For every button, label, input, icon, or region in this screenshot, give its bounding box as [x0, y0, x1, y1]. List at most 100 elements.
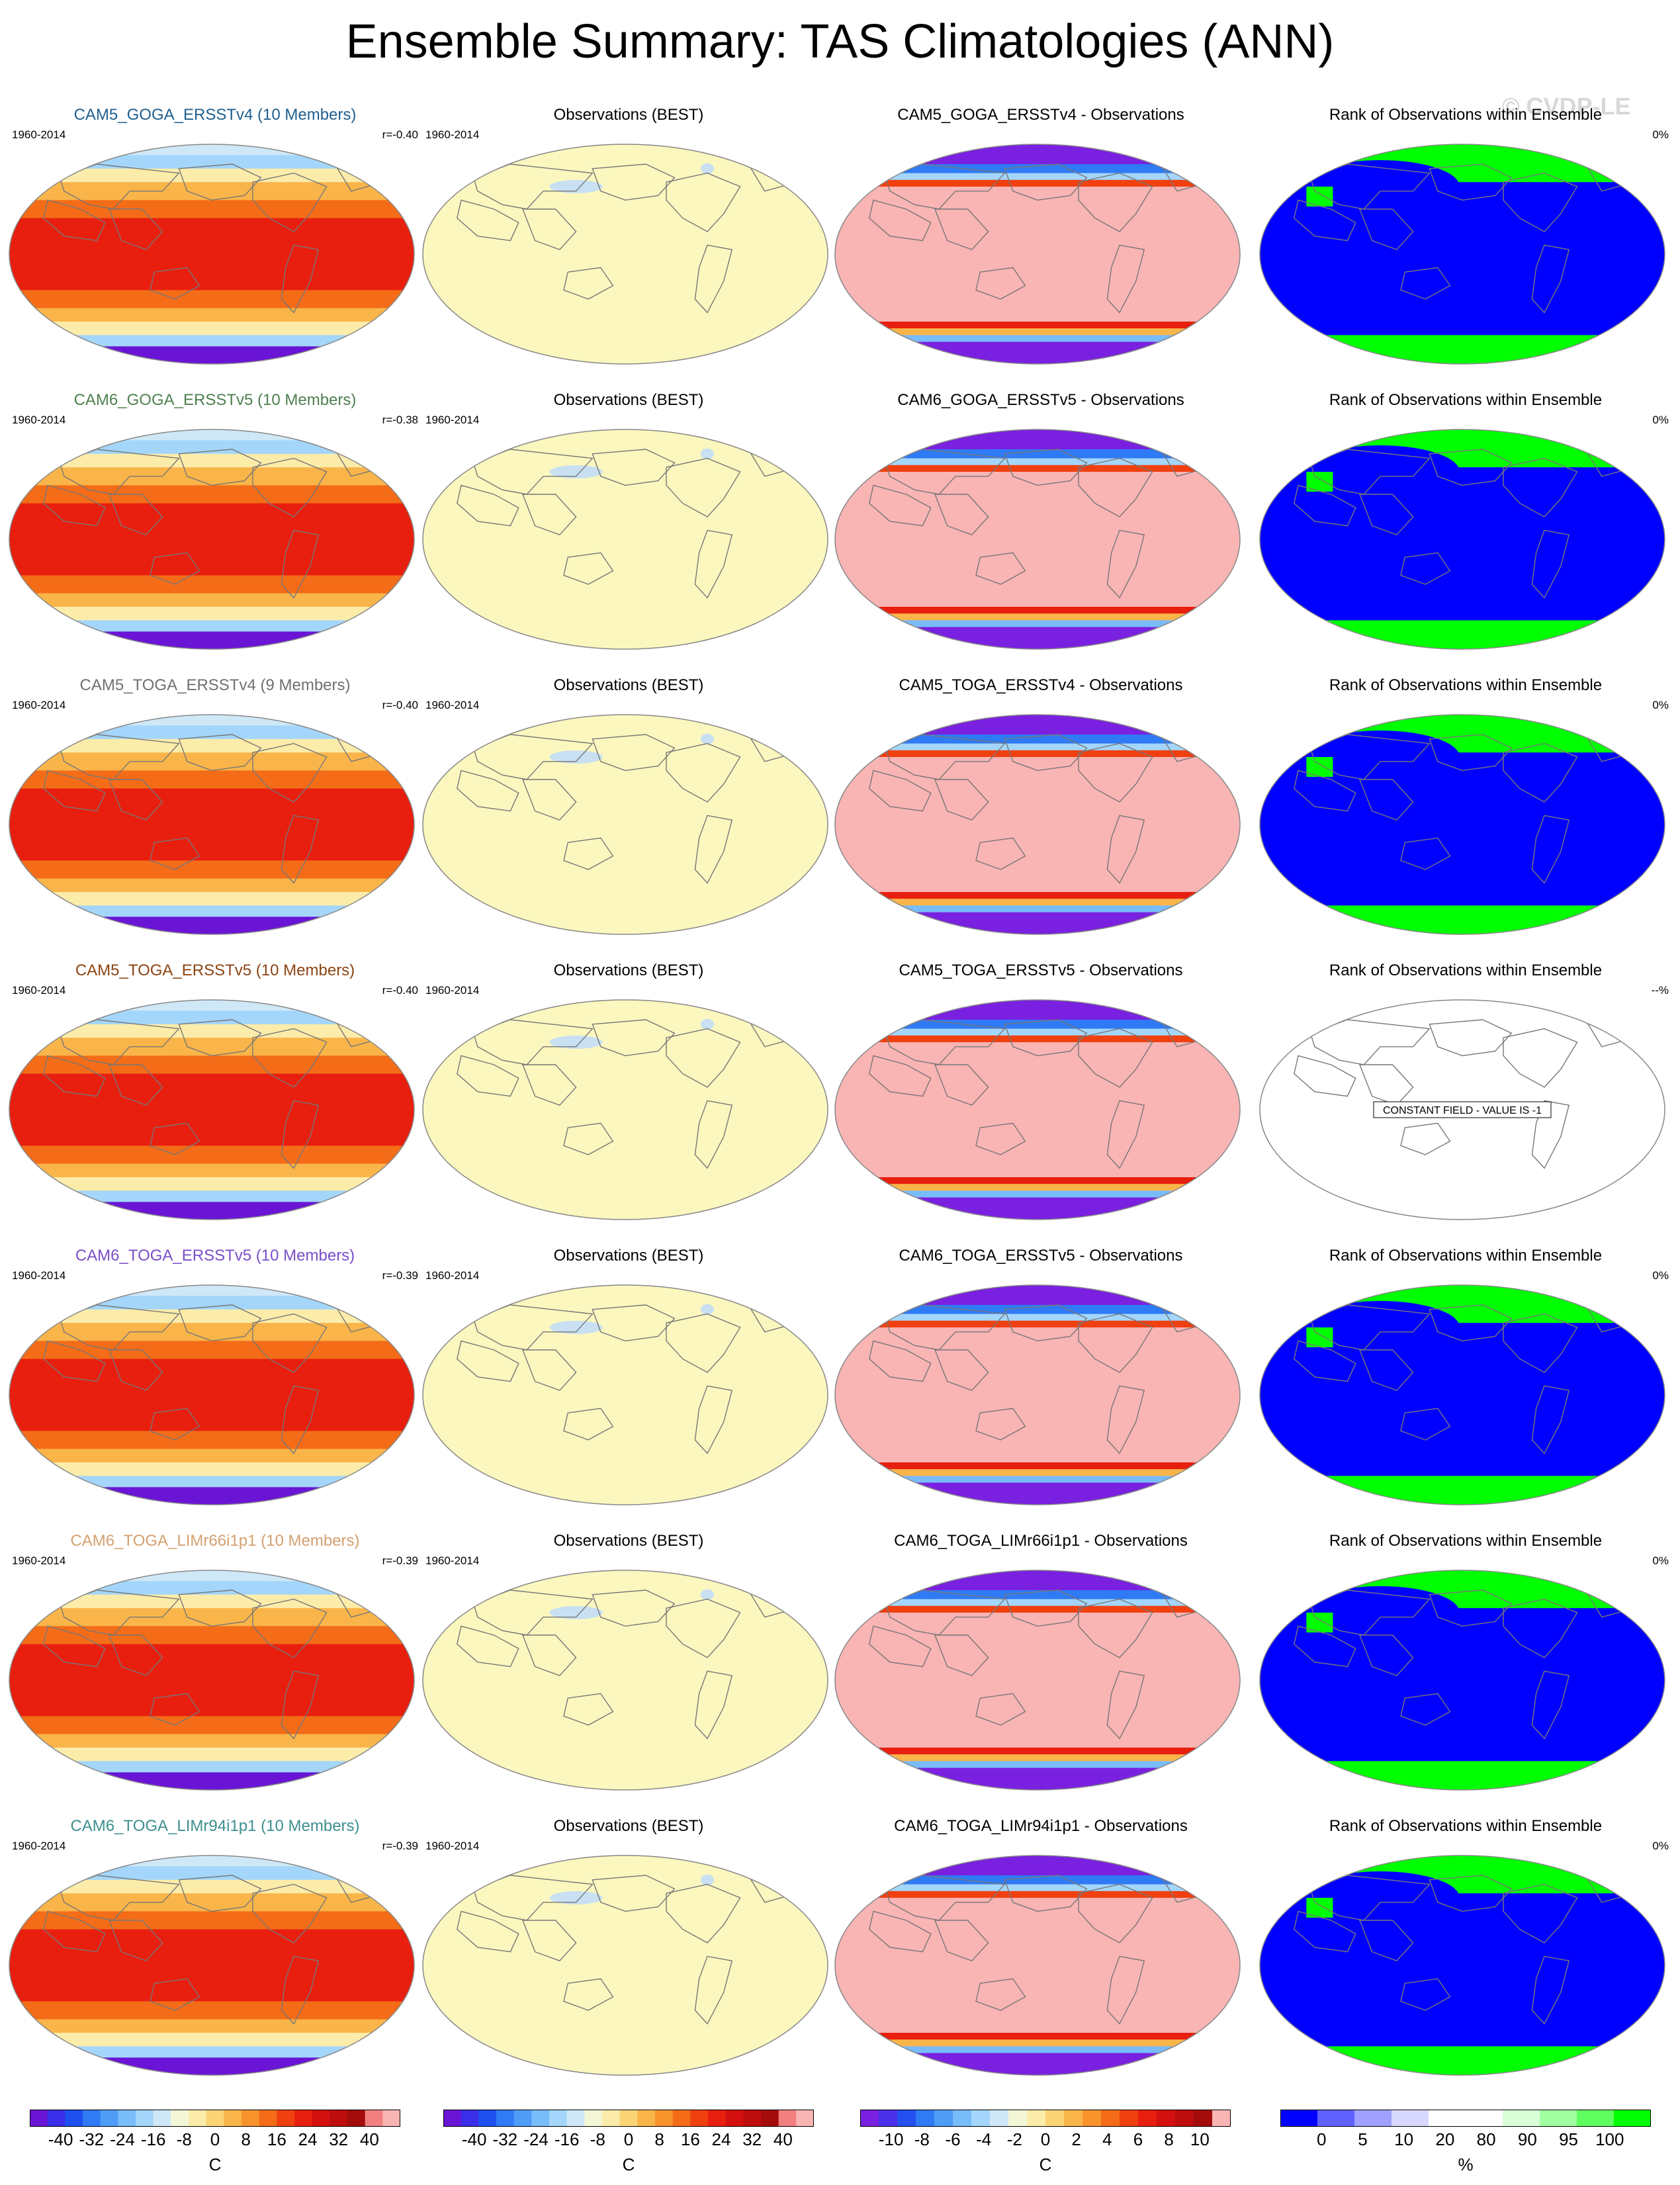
map-band: [1260, 1476, 1665, 1505]
map-band: [9, 2019, 414, 2033]
map-band: [9, 788, 414, 862]
rank-map: [1259, 1284, 1665, 1505]
map-band: [9, 725, 414, 740]
map-outline: [1259, 1855, 1665, 2076]
coastline: [975, 267, 1026, 300]
colorbar-swatch: [1212, 2110, 1231, 2127]
colorbar-swatch: [637, 2110, 656, 2127]
obs-map: [422, 999, 828, 1220]
coastline: [869, 484, 932, 527]
colorbar-unit: C: [622, 2155, 635, 2174]
colorbar-swatch: [206, 2110, 224, 2127]
rank-percent: 0%: [1652, 414, 1669, 426]
obs-patch: [701, 448, 714, 459]
period-label: 1960-2014: [425, 1840, 480, 1852]
coastline: [934, 1634, 989, 1677]
map-band: [835, 1320, 1240, 1328]
coastline: [108, 1920, 163, 1962]
coastline: [281, 1670, 320, 1740]
colorbar-tick-label: 16: [267, 2129, 287, 2149]
coastline: [457, 199, 519, 242]
coastline: [1106, 1955, 1145, 2025]
map-band: [835, 905, 1240, 913]
colorbar-tick-label: -10: [878, 2129, 904, 2149]
colorbar-swatch: [1614, 2110, 1651, 2127]
colorbar-swatch: [860, 2110, 879, 2127]
colorbar-swatch: [971, 2110, 991, 2127]
coastline: [694, 529, 733, 599]
colorbar-swatch: [153, 2110, 171, 2127]
colorbar-swatch: [531, 2110, 550, 2127]
coastline: [472, 1875, 594, 1921]
coastline: [1309, 1589, 1431, 1636]
map-band: [835, 613, 1240, 621]
map-band: [835, 1761, 1240, 1769]
colorbar-swatch: [189, 2110, 207, 2127]
map-band: [9, 1024, 414, 1039]
rank-patch: [1301, 1871, 1460, 1924]
pattern-correlation: r=-0.39: [382, 1554, 418, 1567]
coastline: [563, 1122, 614, 1155]
map-band: [9, 144, 414, 156]
panel-title: CAM6_GOGA_ERSSTv5 (10 Members): [73, 391, 357, 409]
obs-patch: [549, 1891, 603, 1904]
panel-title: Rank of Observations within Ensemble: [1329, 961, 1603, 979]
colorbar-swatch: [47, 2110, 66, 2127]
obs-patch: [701, 163, 714, 174]
coastline: [885, 1304, 1006, 1351]
panel-title: CAM6_TOGA_LIMr66i1p1 - Observations: [894, 1532, 1188, 1550]
panel-title: CAM5_GOGA_ERSSTv4 (10 Members): [73, 106, 357, 124]
rank-percent: 0%: [1652, 1554, 1669, 1567]
map-band: [9, 1570, 414, 1582]
colorbar-tick-label: 6: [1133, 2129, 1143, 2149]
colorbar-swatch: [382, 2110, 400, 2127]
coastline: [869, 199, 932, 242]
obs-map: [422, 1855, 828, 2076]
coastline: [1400, 1407, 1451, 1441]
coastline: [252, 1598, 328, 1658]
coastline: [694, 1670, 733, 1740]
colorbar-tick-label: 40: [773, 2129, 793, 2149]
coastline: [666, 172, 741, 232]
model-panel: CAM6_TOGA_LIMr66i1p1 (10 Members) 1960-20…: [7, 1525, 423, 1803]
coastline: [43, 770, 106, 812]
period-label: 1960-2014: [12, 984, 66, 997]
diff-panel: CAM6_TOGA_LIMr94i1p1 - Observations: [832, 1810, 1249, 2088]
map-band: [9, 770, 414, 789]
coastline: [666, 742, 741, 803]
colorbar-tick-label: -40: [461, 2129, 487, 2149]
colorbar-tick-label: 0: [623, 2129, 634, 2149]
obs-map: [422, 1570, 828, 1791]
period-label: 1960-2014: [12, 1840, 66, 1852]
period-label: 1960-2014: [425, 128, 480, 141]
map-band: [835, 1314, 1240, 1321]
coastline: [975, 552, 1026, 585]
rank-map: [1259, 429, 1665, 650]
colorbar-swatch: [365, 2110, 383, 2127]
model-panel: CAM6_TOGA_LIMr94i1p1 (10 Members) 1960-20…: [7, 1810, 423, 2088]
coastline: [1294, 1910, 1356, 1953]
colorbar-swatch: [136, 2110, 154, 2127]
colorbar-tick-label: 10: [1394, 2129, 1414, 2149]
map-band: [835, 1754, 1240, 1762]
colorbar-tick-label: -8: [176, 2129, 192, 2149]
map-outline: [834, 714, 1241, 935]
coastline: [1078, 1313, 1153, 1373]
map-band: [9, 1163, 414, 1178]
colorbar-tick-label: 8: [1164, 2129, 1174, 2149]
map-band: [9, 1734, 414, 1748]
map-band: [835, 1469, 1240, 1477]
map-band: [835, 465, 1240, 472]
obs-patch: [549, 1321, 603, 1334]
coastline: [1106, 1100, 1145, 1169]
colorbar-tick-label: 16: [680, 2129, 700, 2149]
map-band: [9, 1626, 414, 1645]
coastline: [869, 1910, 932, 1953]
colorbar-swatch: [513, 2110, 532, 2127]
coastline: [1400, 1693, 1451, 1726]
coastline: [1294, 1625, 1356, 1668]
panel-title: CAM5_TOGA_ERSSTv5 - Observations: [899, 961, 1183, 979]
rank-patch: [1301, 731, 1460, 783]
obs-map: [422, 429, 828, 650]
diff-panel: CAM6_TOGA_ERSSTv5 - Observations: [832, 1240, 1249, 1518]
